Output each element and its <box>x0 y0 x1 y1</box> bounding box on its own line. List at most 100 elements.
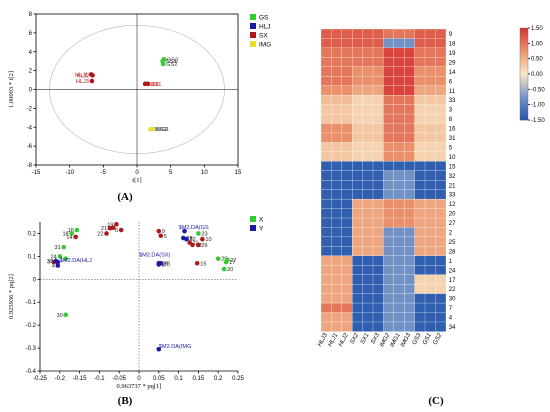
heatmap-cell <box>414 95 426 105</box>
heatmap-cell <box>424 189 436 200</box>
point-label: 1 <box>60 257 63 263</box>
y-tick-label: -0.3 <box>26 346 37 352</box>
heatmap-cell <box>393 198 405 209</box>
heatmap-cell <box>352 28 363 39</box>
x-tick-label: -10 <box>65 170 74 176</box>
heatmap-cell <box>424 246 436 257</box>
x-tick-label: -0.25 <box>33 376 47 382</box>
point-label: IMG3 <box>153 127 167 133</box>
heatmap-cell <box>383 113 395 124</box>
heatmap-cell <box>414 123 426 134</box>
colorbar-segment <box>520 103 528 107</box>
heatmap-cell <box>435 198 447 209</box>
heatmap-cell <box>383 198 395 209</box>
heatmap-cell <box>320 283 332 294</box>
heatmap-cell <box>352 265 363 276</box>
point-label: 11 <box>193 241 199 247</box>
heatmap-cell <box>383 28 395 39</box>
heatmap-cell <box>414 38 426 49</box>
data-point <box>190 242 195 248</box>
heatmap-cell <box>393 227 405 238</box>
heatmap-cell <box>393 151 405 162</box>
heatmap-cell <box>341 151 353 162</box>
heatmap-cell <box>331 151 343 162</box>
heatmap-cell <box>372 198 384 209</box>
heatmap-cell <box>372 142 384 153</box>
data-point <box>74 227 80 233</box>
heatmap-cell <box>372 104 384 115</box>
heatmap-cell <box>331 283 343 294</box>
heatmap-cell <box>435 208 447 219</box>
heatmap-cell <box>372 236 384 247</box>
point-label: 9 <box>162 229 165 235</box>
heatmap-cell <box>393 76 405 87</box>
heatmap-cell <box>341 227 353 238</box>
heatmap-cell <box>424 217 436 228</box>
heatmap-cell <box>424 302 436 313</box>
heatmap-cell <box>404 104 415 115</box>
heatmap-cell <box>341 123 353 134</box>
heatmap-cell <box>331 217 343 228</box>
heatmap-cell <box>341 274 353 285</box>
heatmap-cell <box>320 123 332 134</box>
heatmap-cell <box>331 265 343 276</box>
heatmap-cell <box>404 47 415 58</box>
legend-label: IMG <box>259 42 271 49</box>
heatmap-cell <box>352 321 363 332</box>
heatmap-cell <box>383 151 395 162</box>
point-label: 32 <box>190 237 196 243</box>
heatmap-cell <box>414 132 426 143</box>
heatmap-cell <box>424 265 436 276</box>
point-label: 19 <box>107 222 113 228</box>
heatmap-cell <box>393 47 405 58</box>
model-annotation: $M2.DA(HLJ <box>60 258 92 264</box>
heatmap-cell <box>372 321 384 332</box>
heatmap-cell <box>341 255 353 266</box>
heatmap-cell <box>424 132 436 143</box>
row-label: 28 <box>449 249 456 255</box>
heatmap-cell <box>362 255 374 266</box>
column-label: HLJ2 <box>338 332 350 348</box>
heatmap-cell <box>393 321 405 332</box>
heatmap-cell <box>383 161 395 172</box>
x-tick-label: 0.05 <box>153 376 165 382</box>
heatmap-cell <box>352 66 363 77</box>
heatmap-cell <box>404 170 415 181</box>
colorbar-segment <box>520 94 528 98</box>
row-label: 8 <box>449 117 453 123</box>
heatmap-cell <box>414 104 426 115</box>
heatmap-cell <box>414 312 426 323</box>
heatmap-cell <box>341 38 353 49</box>
data-point <box>55 263 61 268</box>
row-label: 22 <box>449 287 456 293</box>
heatmap-cell <box>352 255 363 266</box>
heatmap-cell <box>331 57 343 68</box>
heatmap-cell <box>404 113 415 124</box>
heatmap-cell <box>372 76 384 87</box>
heatmap-cell <box>404 66 415 77</box>
heatmap-cell <box>383 321 395 332</box>
colorbar-segment <box>520 78 528 82</box>
heatmap-cell <box>362 66 374 77</box>
heatmap-cell <box>331 198 343 209</box>
heatmap-cell <box>331 293 343 304</box>
row-label: 7 <box>449 306 453 312</box>
heatmap-cell <box>362 180 374 190</box>
point-label: 27 <box>230 258 236 264</box>
heatmap-cell <box>404 38 415 49</box>
heatmap-cell <box>341 189 353 200</box>
heatmap-cell <box>404 302 415 313</box>
heatmap-cell <box>435 170 447 181</box>
heatmap-cell <box>331 246 343 257</box>
legend-label: HLJ <box>259 24 271 31</box>
row-label: 32 <box>449 174 456 180</box>
heatmap-cell <box>393 283 405 294</box>
heatmap-cell <box>414 227 426 238</box>
heatmap-cell <box>352 85 363 96</box>
heatmap-cell <box>362 312 374 323</box>
data-point <box>63 312 69 318</box>
row-label: 16 <box>449 127 456 133</box>
heatmap-cell <box>383 189 395 200</box>
row-label: 18 <box>449 42 456 48</box>
colorbar-segment <box>520 64 528 68</box>
